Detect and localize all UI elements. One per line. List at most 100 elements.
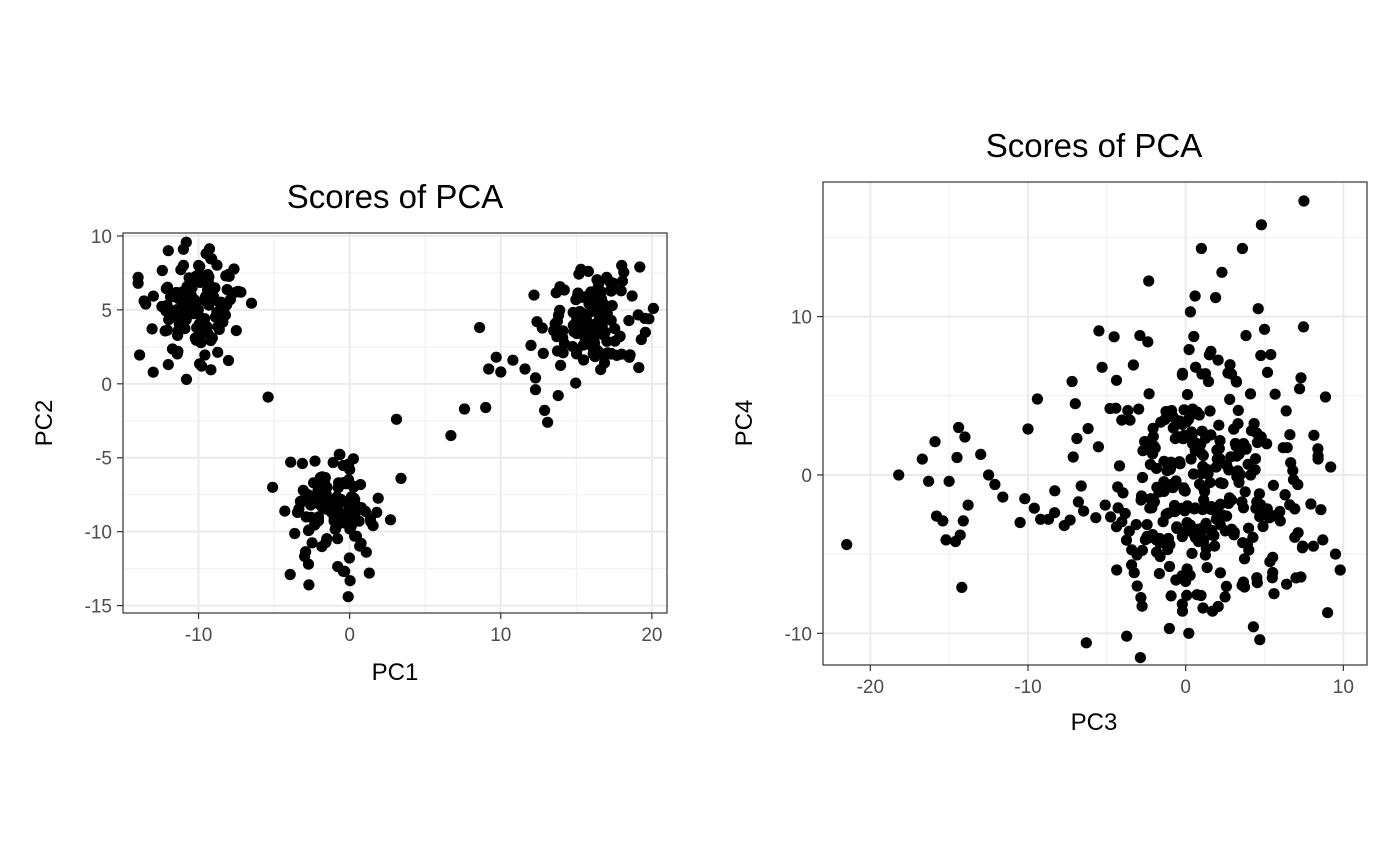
data-point [1080, 637, 1092, 649]
plot-title: Scores of PCA [287, 178, 503, 215]
data-point [1236, 579, 1248, 591]
data-point [1247, 621, 1259, 633]
data-point [222, 354, 235, 367]
data-point [626, 290, 638, 302]
data-point [267, 481, 279, 493]
data-point [525, 339, 537, 351]
data-point [528, 289, 540, 301]
data-point [160, 283, 172, 295]
data-point [1137, 445, 1149, 457]
plot-title: Scores of PCA [986, 127, 1202, 164]
data-point [1190, 361, 1202, 373]
data-point [200, 292, 212, 304]
data-point [342, 591, 354, 603]
data-point [1148, 440, 1160, 452]
data-point [555, 359, 567, 371]
data-point [1325, 461, 1337, 473]
data-point [1205, 345, 1217, 357]
data-point [212, 321, 224, 333]
data-point [1143, 275, 1155, 287]
data-point [1187, 438, 1199, 450]
data-point [1165, 590, 1177, 602]
data-point [634, 261, 646, 273]
data-point [480, 401, 492, 414]
data-point [602, 347, 614, 359]
data-point [199, 327, 211, 339]
data-point [223, 268, 235, 280]
data-point [553, 309, 565, 321]
data-point [1147, 529, 1159, 541]
data-point [1066, 375, 1078, 388]
data-point [1234, 469, 1246, 481]
data-point [1090, 512, 1102, 524]
data-point [1146, 502, 1158, 514]
data-point [1134, 652, 1146, 664]
data-point [313, 498, 325, 510]
data-point [567, 306, 579, 319]
data-point [1019, 493, 1031, 505]
data-point [205, 364, 217, 376]
data-point [1199, 486, 1211, 498]
data-point [1142, 336, 1154, 348]
data-point [1143, 388, 1155, 400]
data-point [601, 271, 613, 283]
data-point [395, 472, 407, 484]
data-point [1191, 589, 1203, 601]
data-point [1014, 516, 1026, 529]
data-point [1042, 513, 1055, 525]
data-point [552, 390, 564, 402]
data-point [923, 475, 935, 487]
plot-panel-border [822, 181, 1368, 666]
data-point [1206, 605, 1219, 617]
data-point [1204, 405, 1216, 417]
data-point [303, 579, 315, 591]
data-point [200, 248, 212, 260]
data-point [1164, 463, 1176, 475]
data-point [537, 347, 549, 359]
x-tick-label: 0 [1180, 677, 1191, 698]
data-point [175, 293, 187, 305]
x-tick-label: 20 [641, 625, 662, 646]
data-point [219, 299, 231, 311]
data-point [1224, 393, 1236, 405]
data-point [529, 384, 542, 396]
data-point [1236, 242, 1248, 255]
x-tick-label: -20 [857, 677, 884, 698]
data-point [1317, 534, 1329, 546]
y-tick-label: -5 [95, 449, 112, 470]
data-point [1116, 414, 1128, 426]
data-point [1136, 471, 1149, 484]
data-point [172, 329, 184, 341]
data-point [221, 284, 233, 296]
data-point [300, 511, 312, 523]
data-point [1221, 459, 1233, 471]
data-point [384, 514, 397, 526]
data-point [185, 284, 197, 296]
data-point [285, 456, 297, 468]
data-point [1168, 499, 1181, 512]
data-point [344, 464, 356, 476]
data-points [132, 236, 660, 603]
data-point [1308, 429, 1320, 441]
data-point [1117, 487, 1129, 499]
data-point [1139, 436, 1151, 448]
data-point [193, 259, 205, 272]
data-point [1176, 367, 1189, 379]
data-point [296, 457, 308, 470]
data-point [616, 259, 628, 272]
data-point [1315, 504, 1327, 516]
data-point [188, 273, 200, 286]
x-tick-label: -10 [185, 625, 212, 646]
y-axis-title: PC4 [731, 400, 758, 447]
data-point [598, 357, 611, 369]
data-point [343, 474, 355, 486]
data-point [490, 351, 502, 363]
y-tick-label: 10 [791, 308, 812, 329]
data-point [1176, 418, 1188, 430]
data-point [1176, 605, 1189, 617]
data-point [1244, 388, 1257, 400]
data-point [601, 307, 613, 319]
data-point [1058, 520, 1070, 532]
data-point [623, 315, 635, 327]
